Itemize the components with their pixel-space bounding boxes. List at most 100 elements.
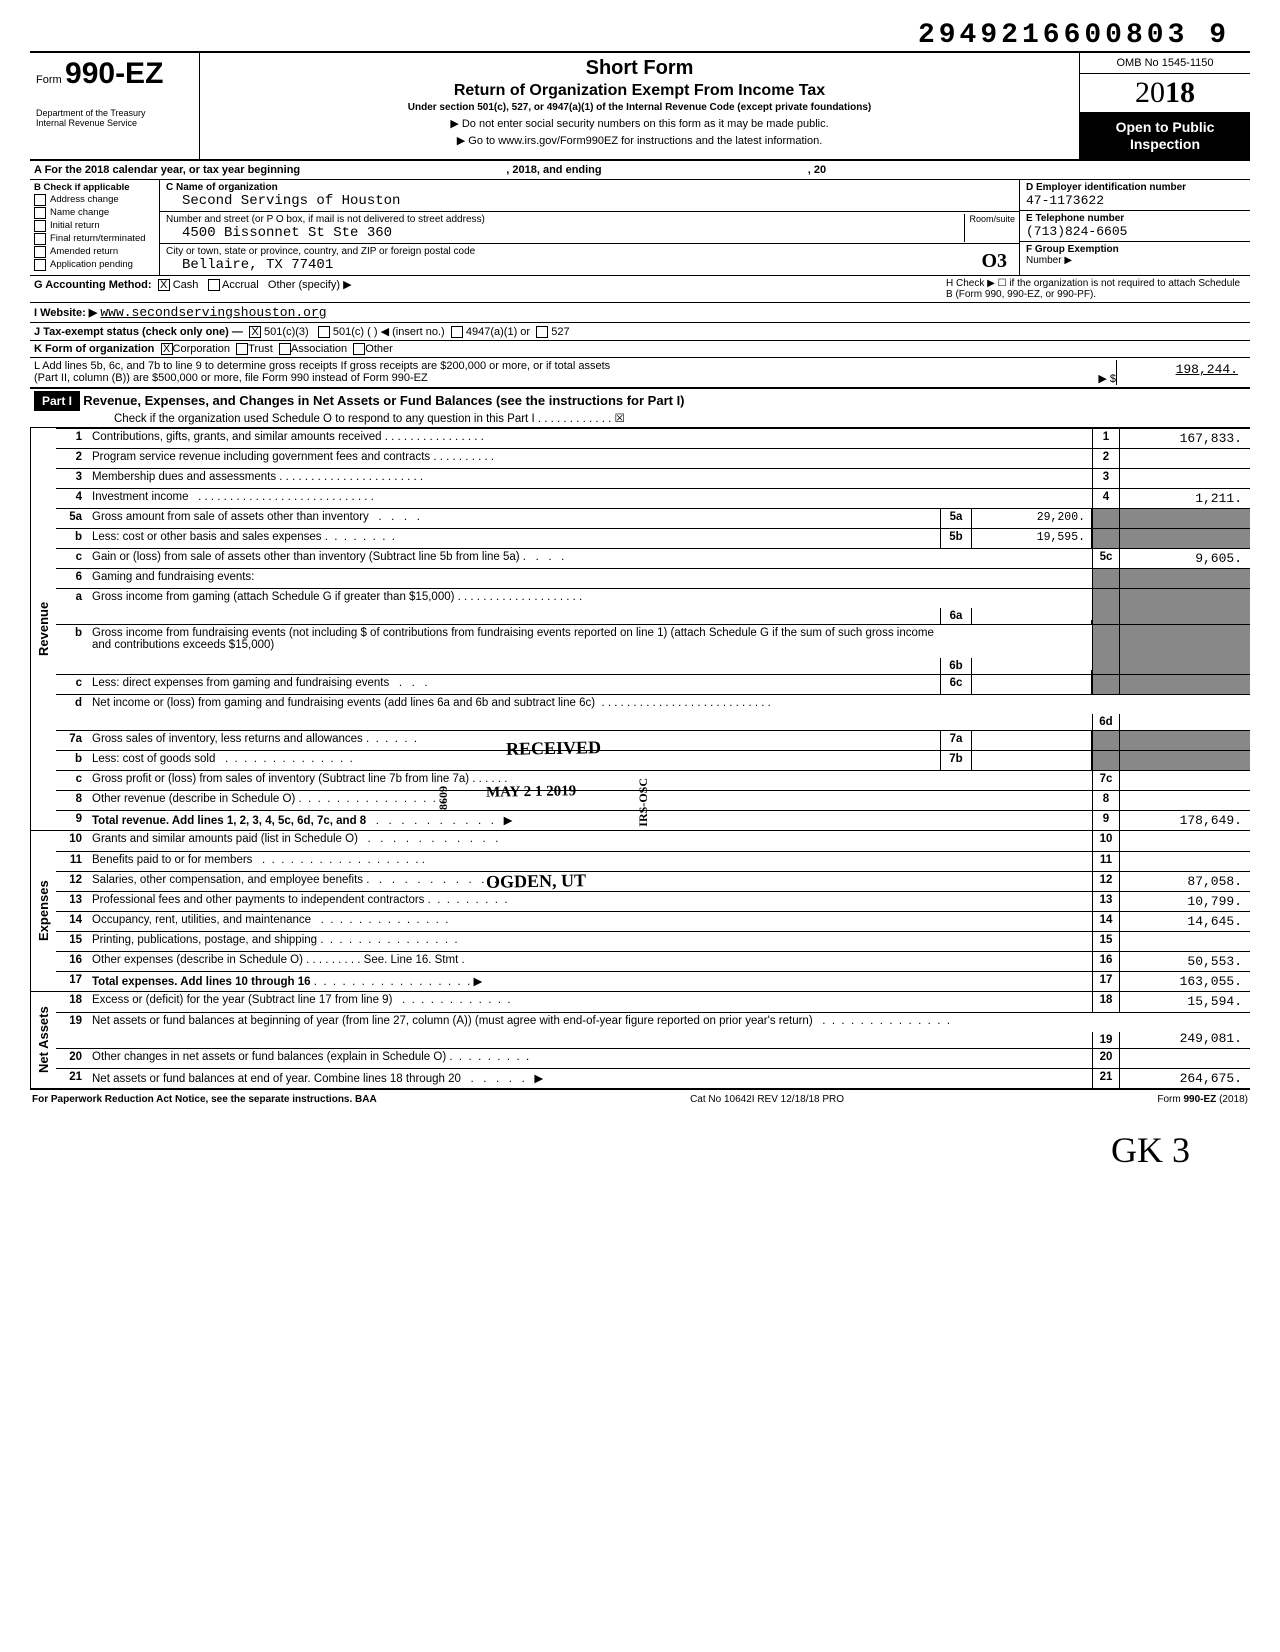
- line-num-col: 14: [1092, 912, 1120, 931]
- arrow-note-2: ▶ Go to www.irs.gov/Form990EZ for instru…: [208, 134, 1071, 147]
- line-desc: Excess or (deficit) for the year (Subtra…: [92, 994, 392, 1006]
- line-desc: Occupancy, rent, utilities, and maintena…: [92, 914, 311, 926]
- line-value: [1120, 1049, 1250, 1068]
- line-value: [1120, 469, 1250, 488]
- mid-num: 6c: [940, 675, 972, 694]
- mid-value: [972, 751, 1092, 770]
- line-desc: Gaming and fundraising events:: [88, 569, 1092, 588]
- shaded-cell: [1092, 731, 1120, 750]
- line-3: 3 Membership dues and assessments . . . …: [56, 468, 1250, 488]
- document-id: 2949216600803 9: [30, 20, 1250, 51]
- title-under: Under section 501(c), 527, or 4947(a)(1)…: [208, 102, 1071, 113]
- shaded-cell: [1092, 751, 1120, 770]
- line-desc: Gross sales of inventory, less returns a…: [92, 733, 363, 745]
- phone-row: E Telephone number (713)824-6605: [1020, 211, 1250, 242]
- other-org-checkbox[interactable]: [353, 343, 365, 355]
- shaded-cell: [1092, 625, 1120, 674]
- line-11: 11 Benefits paid to or for members . . .…: [56, 851, 1250, 871]
- line-desc: Total revenue. Add lines 1, 2, 3, 4, 5c,…: [92, 815, 366, 827]
- line-value: 264,675.: [1120, 1069, 1250, 1088]
- line-num-col: 18: [1092, 992, 1120, 1012]
- mid-value: [972, 670, 1092, 674]
- 501c-label: 501(c) (: [333, 326, 371, 338]
- 501c-checkbox[interactable]: [318, 326, 330, 338]
- line-7b: b Less: cost of goods sold . . . . . . .…: [56, 750, 1250, 770]
- chk-initial-return[interactable]: Initial return: [34, 220, 155, 232]
- line-value: 87,058.: [1120, 872, 1250, 891]
- line-num: 19: [56, 1013, 88, 1048]
- mid-num: 6b: [940, 658, 972, 674]
- line-num: 9: [56, 811, 88, 830]
- org-name-label: C Name of organization: [166, 182, 278, 193]
- chk-final-return[interactable]: Final return/terminated: [34, 233, 155, 245]
- mid-num: 7b: [940, 751, 972, 770]
- trust-checkbox[interactable]: [236, 343, 248, 355]
- cash-checkbox[interactable]: X: [158, 279, 170, 291]
- other-method-label: Other (specify) ▶: [268, 279, 352, 291]
- ein-value: 47-1173622: [1026, 193, 1244, 208]
- shaded-cell: [1120, 589, 1250, 624]
- handwritten-o3: O3: [981, 250, 1007, 273]
- line-num: 1: [56, 429, 88, 448]
- shaded-cell: [1120, 569, 1250, 588]
- line-value: 1,211.: [1120, 489, 1250, 508]
- line-7a: 7a Gross sales of inventory, less return…: [56, 730, 1250, 750]
- shaded-cell: [1120, 529, 1250, 548]
- shaded-cell: [1120, 509, 1250, 528]
- title-short: Short Form: [208, 57, 1071, 80]
- chk-amended[interactable]: Amended return: [34, 246, 155, 258]
- line-num: 4: [56, 489, 88, 508]
- line-num-col: 9: [1092, 811, 1120, 830]
- 4947-checkbox[interactable]: [451, 326, 463, 338]
- revenue-side-label: Revenue: [30, 428, 56, 830]
- 501c3-checkbox[interactable]: X: [249, 326, 261, 338]
- handwritten-note: GK 3: [30, 1109, 1250, 1171]
- 527-checkbox[interactable]: [536, 326, 548, 338]
- line-num: 10: [56, 831, 88, 851]
- org-name-row: C Name of organization Second Servings o…: [160, 180, 1019, 212]
- chk-pending[interactable]: Application pending: [34, 259, 155, 271]
- website-value: www.secondservingshouston.org: [100, 305, 326, 320]
- line-num: 16: [56, 952, 88, 971]
- line-value: 10,799.: [1120, 892, 1250, 911]
- line-9: 9 Total revenue. Add lines 1, 2, 3, 4, 5…: [56, 810, 1250, 830]
- mid-num: 5b: [940, 529, 972, 548]
- assoc-checkbox[interactable]: [279, 343, 291, 355]
- addr-row: Number and street (or P O box, if mail i…: [160, 212, 1019, 244]
- line-num-col: 2: [1092, 449, 1120, 468]
- org-name: Second Servings of Houston: [166, 193, 1013, 209]
- line-num: 12: [56, 872, 88, 891]
- line-desc: Gross income from fundraising events (no…: [88, 625, 940, 674]
- line-desc: Total expenses. Add lines 10 through 16: [92, 976, 311, 988]
- net-assets-section: Net Assets 18 Excess or (deficit) for th…: [30, 992, 1250, 1090]
- group-exempt-row: F Group Exemption Number ▶: [1020, 242, 1250, 268]
- street-address: 4500 Bissonnet St Ste 360: [166, 225, 1013, 241]
- row-l-value: 198,244.: [1116, 360, 1246, 385]
- chk-name-change[interactable]: Name change: [34, 207, 155, 219]
- line-num-col: 21: [1092, 1069, 1120, 1088]
- row-h-text: H Check ▶ ☐ if the organization is not r…: [946, 278, 1246, 300]
- row-a-text2: , 2018, and ending: [506, 164, 601, 176]
- line-value: 14,645.: [1120, 912, 1250, 931]
- line-num: 18: [56, 992, 88, 1012]
- accrual-checkbox[interactable]: [208, 279, 220, 291]
- stamp-side2: IRS-OSC: [636, 778, 651, 827]
- stamp-side: 8609: [436, 786, 451, 810]
- form-number: 990-EZ: [65, 57, 163, 90]
- line-desc: Program service revenue including govern…: [92, 451, 430, 463]
- footer-right: Form 990-EZ (2018): [1157, 1094, 1248, 1105]
- line-desc: Other revenue (describe in Schedule O): [92, 793, 295, 805]
- line-num-col: 17: [1092, 972, 1120, 991]
- website-label: I Website: ▶: [34, 307, 97, 319]
- group-label: F Group Exemption: [1026, 244, 1119, 255]
- chk-address-change[interactable]: Address change: [34, 194, 155, 206]
- corp-checkbox[interactable]: X: [161, 343, 173, 355]
- row-k: K Form of organization X Corporation Tru…: [30, 341, 1250, 358]
- line-6: 6 Gaming and fundraising events:: [56, 568, 1250, 588]
- shaded-cell: [1092, 509, 1120, 528]
- corp-label: Corporation: [173, 343, 230, 355]
- line-num: b: [56, 751, 88, 770]
- chk-label: Address change: [50, 194, 119, 205]
- line-value: [1120, 932, 1250, 951]
- line-desc: Gross amount from sale of assets other t…: [92, 511, 369, 523]
